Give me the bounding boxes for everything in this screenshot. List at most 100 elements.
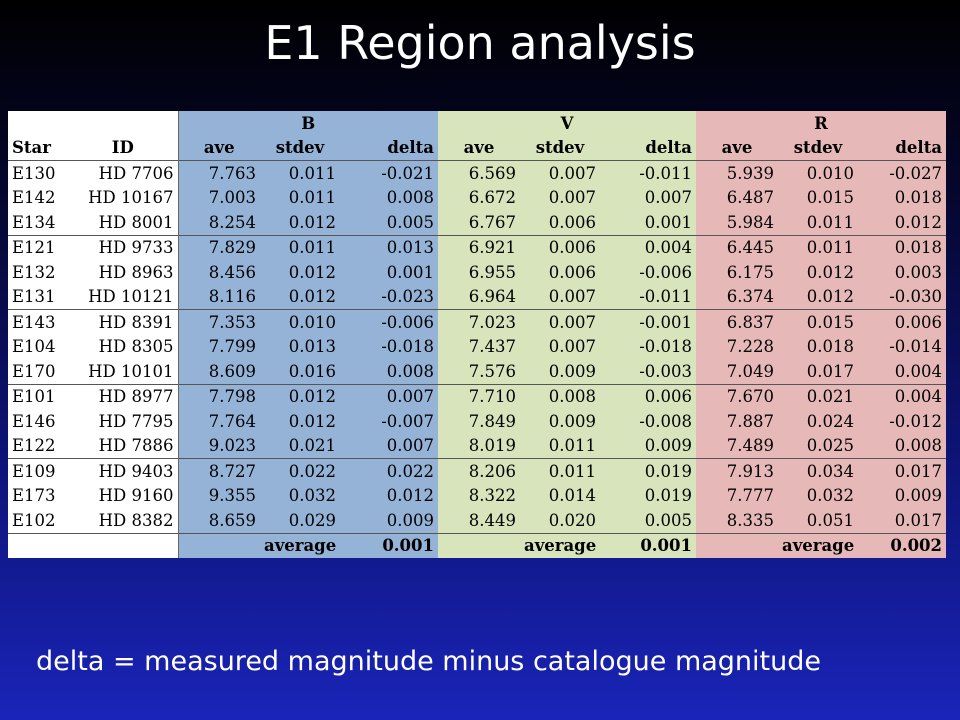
v-stdev-cell: 0.006 <box>520 260 600 285</box>
r-stdev-cell: 0.017 <box>778 359 858 384</box>
v-ave-cell: 6.955 <box>438 260 520 285</box>
v-stdev-cell: 0.014 <box>520 483 600 508</box>
star-cell: E143 <box>8 309 68 335</box>
v-delta-cell: -0.001 <box>600 309 696 335</box>
table-row: E130 HD 7706 7.763 0.011 -0.021 6.569 0.007 -0.… <box>8 160 947 186</box>
v-delta-cell: -0.011 <box>600 160 696 186</box>
col-header-b-ave: ave <box>178 135 260 161</box>
table-body: E130 HD 7706 7.763 0.011 -0.021 6.569 0.007 -0.… <box>8 160 947 533</box>
r-delta-cell: 0.004 <box>858 383 947 409</box>
b-delta-cell: 0.013 <box>340 234 438 260</box>
star-cell: E102 <box>8 508 68 533</box>
v-stdev-cell: 0.009 <box>520 409 600 434</box>
star-cell: E131 <box>8 284 68 310</box>
r-ave-cell: 7.228 <box>696 334 778 359</box>
r-ave-cell: 6.837 <box>696 309 778 335</box>
id-cell: HD 8382 <box>68 508 179 533</box>
v-delta-cell: 0.019 <box>600 458 696 484</box>
b-delta-cell: 0.009 <box>340 508 438 533</box>
v-ave-cell: 6.672 <box>438 185 520 210</box>
r-ave-cell: 6.445 <box>696 234 778 260</box>
r-stdev-cell: 0.025 <box>778 433 858 459</box>
band-header-v: V <box>438 111 696 136</box>
b-delta-cell: 0.008 <box>340 185 438 210</box>
b-stdev-cell: 0.022 <box>260 458 340 484</box>
col-header-v-stdev: stdev <box>520 135 600 161</box>
r-ave-cell: 8.335 <box>696 508 778 533</box>
r-ave-cell: 7.049 <box>696 359 778 384</box>
v-ave-cell: 8.322 <box>438 483 520 508</box>
id-cell: HD 9160 <box>68 483 179 508</box>
r-stdev-cell: 0.032 <box>778 483 858 508</box>
footnote: delta = measured magnitude minus catalog… <box>36 646 821 677</box>
v-stdev-cell: 0.020 <box>520 508 600 533</box>
id-cell: HD 7795 <box>68 409 179 434</box>
empty-header-cell <box>8 111 68 136</box>
b-ave-cell: 7.764 <box>178 409 260 434</box>
v-ave-cell: 6.921 <box>438 234 520 260</box>
v-stdev-cell: 0.011 <box>520 433 600 459</box>
table-row: E134 HD 8001 8.254 0.012 0.005 6.767 0.006 0.00… <box>8 210 947 235</box>
col-header-v-delta: delta <box>600 135 696 161</box>
col-header-r-ave: ave <box>696 135 778 161</box>
v-ave-cell: 6.964 <box>438 284 520 310</box>
b-stdev-cell: 0.016 <box>260 359 340 384</box>
empty-header-cell <box>68 111 179 136</box>
star-cell: E121 <box>8 234 68 260</box>
v-delta-cell: 0.004 <box>600 234 696 260</box>
r-delta-cell: -0.012 <box>858 409 947 434</box>
col-header-r-delta: delta <box>858 135 947 161</box>
b-ave-cell: 8.116 <box>178 284 260 310</box>
r-delta-cell: 0.012 <box>858 210 947 235</box>
b-stdev-cell: 0.021 <box>260 433 340 459</box>
average-row: average 0.001 average 0.001 average 0.00… <box>8 532 947 558</box>
v-stdev-cell: 0.007 <box>520 284 600 310</box>
v-ave-cell: 7.576 <box>438 359 520 384</box>
v-stdev-cell: 0.006 <box>520 234 600 260</box>
id-cell: HD 8977 <box>68 383 179 409</box>
v-ave-cell: 7.849 <box>438 409 520 434</box>
slide-title: E1 Region analysis <box>264 16 696 70</box>
table-row: E170 HD 10101 8.609 0.016 0.008 7.576 0.009 -0.… <box>8 359 947 384</box>
b-ave-cell: 9.355 <box>178 483 260 508</box>
average-empty-cell <box>178 532 260 558</box>
col-header-id: ID <box>68 135 179 161</box>
star-cell: E122 <box>8 433 68 459</box>
v-delta-cell: 0.007 <box>600 185 696 210</box>
v-delta-cell: -0.008 <box>600 409 696 434</box>
b-stdev-cell: 0.032 <box>260 483 340 508</box>
v-stdev-cell: 0.008 <box>520 383 600 409</box>
r-stdev-cell: 0.015 <box>778 185 858 210</box>
v-stdev-cell: 0.007 <box>520 160 600 186</box>
average-value-v: 0.001 <box>600 532 696 558</box>
r-delta-cell: 0.018 <box>858 185 947 210</box>
r-ave-cell: 6.487 <box>696 185 778 210</box>
col-header-v-ave: ave <box>438 135 520 161</box>
r-delta-cell: 0.006 <box>858 309 947 335</box>
v-ave-cell: 7.023 <box>438 309 520 335</box>
b-stdev-cell: 0.010 <box>260 309 340 335</box>
b-stdev-cell: 0.011 <box>260 185 340 210</box>
b-delta-cell: -0.007 <box>340 409 438 434</box>
table-row: E109 HD 9403 8.727 0.022 0.022 8.206 0.011 0.01… <box>8 458 947 484</box>
b-ave-cell: 7.829 <box>178 234 260 260</box>
v-delta-cell: 0.001 <box>600 210 696 235</box>
id-cell: HD 9403 <box>68 458 179 484</box>
b-ave-cell: 7.003 <box>178 185 260 210</box>
table-row: E122 HD 7886 9.023 0.021 0.007 8.019 0.011 0.00… <box>8 433 947 459</box>
star-cell: E130 <box>8 160 68 186</box>
average-empty-cell <box>696 532 778 558</box>
v-delta-cell: 0.019 <box>600 483 696 508</box>
v-delta-cell: 0.005 <box>600 508 696 533</box>
r-stdev-cell: 0.012 <box>778 260 858 285</box>
b-ave-cell: 7.353 <box>178 309 260 335</box>
v-ave-cell: 8.449 <box>438 508 520 533</box>
v-ave-cell: 6.767 <box>438 210 520 235</box>
b-delta-cell: -0.023 <box>340 284 438 310</box>
r-stdev-cell: 0.015 <box>778 309 858 335</box>
r-delta-cell: -0.014 <box>858 334 947 359</box>
average-label-r: average <box>778 532 858 558</box>
r-delta-cell: 0.018 <box>858 234 947 260</box>
star-cell: E134 <box>8 210 68 235</box>
column-header-row: Star ID ave stdev delta ave stdev delta … <box>8 135 947 161</box>
